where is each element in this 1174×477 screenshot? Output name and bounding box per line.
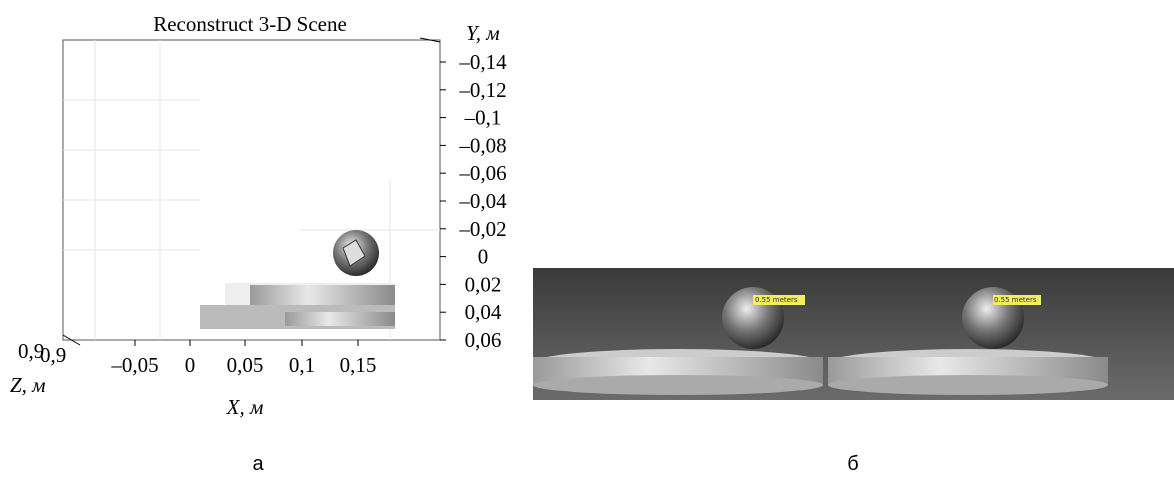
figure: Reconstruct 3-D Scene Y, м X, м Z, м –0,… <box>0 0 1174 477</box>
x-tick-label: –0,05 <box>110 353 158 377</box>
panel-a: Reconstruct 3-D Scene Y, м X, м Z, м –0,… <box>10 12 507 475</box>
x-tick-label: 0,05 <box>227 353 264 377</box>
x-tick-label: 0,15 <box>340 353 377 377</box>
y-tick-label: –0,08 <box>458 133 506 157</box>
x-tick-label: 0 <box>185 353 196 377</box>
y-tick-label: –0,1 <box>464 106 502 130</box>
caption: б <box>847 453 858 475</box>
y-tick-label: –0,04 <box>458 189 507 213</box>
y-tick-label: 0,06 <box>465 328 502 352</box>
y-tick-label: 0,04 <box>465 300 502 324</box>
z-axis-label: Z, м <box>10 373 46 397</box>
distance-label: 0.55 meters <box>994 296 1037 304</box>
caption: а <box>252 453 264 475</box>
x-tick-label: 0,1 <box>289 353 315 377</box>
plot-title: Reconstruct 3-D Scene <box>153 12 347 36</box>
y-axis-label: Y, м <box>466 21 500 45</box>
y-tick-label: –0,06 <box>458 161 506 185</box>
x-axis-label: X, м <box>226 395 264 419</box>
y-tick-label: –0,12 <box>458 78 506 102</box>
y-tick-label: 0 <box>478 245 489 269</box>
y-tick-label: –0,14 <box>458 50 507 74</box>
panel-b: 0.55 meters 0.55 meters б <box>533 268 1174 475</box>
z-tick-label: 0,9 <box>40 343 66 367</box>
y-tick-label: –0,02 <box>458 217 506 241</box>
y-tick-label: 0,02 <box>465 272 502 296</box>
distance-label: 0.55 meters <box>755 296 798 304</box>
